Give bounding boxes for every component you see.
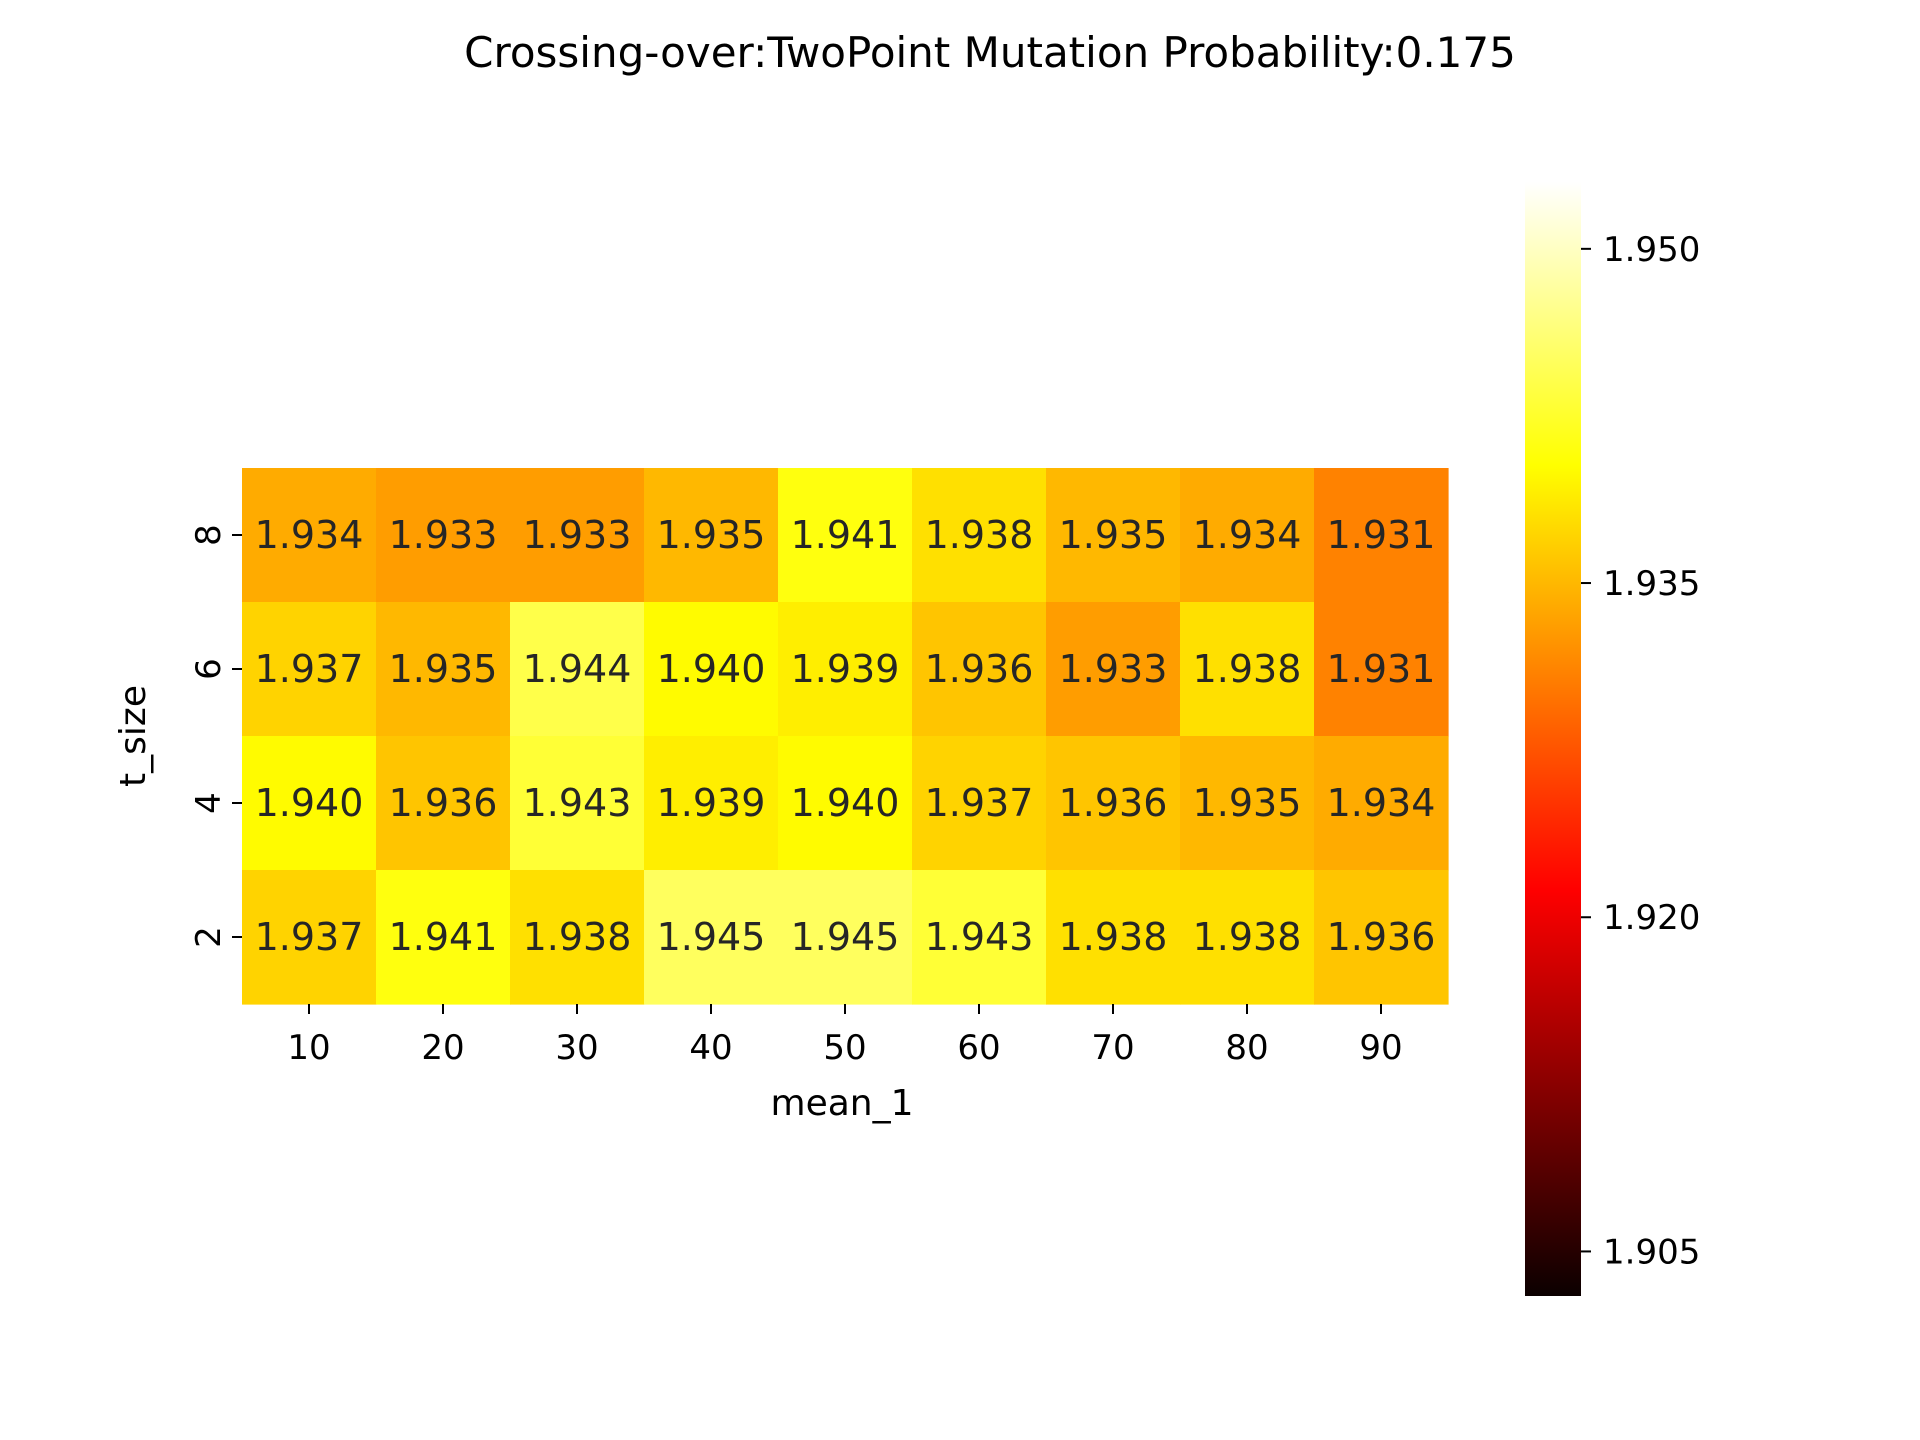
chart-title: Crossing-over:TwoPoint Mutation Probabil… bbox=[464, 28, 1516, 77]
y-tick-label: 8 bbox=[189, 524, 229, 546]
x-tick-label: 10 bbox=[287, 1028, 330, 1068]
cell-value-label: 1.935 bbox=[1193, 781, 1302, 825]
heatmap-cell bbox=[1046, 736, 1181, 871]
heatmap-cells bbox=[242, 468, 1449, 1005]
heatmap-cell bbox=[778, 468, 913, 603]
heatmap-cell bbox=[1314, 736, 1449, 871]
cell-value-label: 1.943 bbox=[925, 915, 1034, 959]
cell-value-label: 1.934 bbox=[1193, 513, 1302, 557]
cell-value-label: 1.944 bbox=[523, 647, 632, 691]
cell-value-label: 1.935 bbox=[389, 647, 498, 691]
x-tick-label: 90 bbox=[1359, 1028, 1402, 1068]
colorbar-ticks: 1.905 1.920 1.935 1.950 bbox=[1581, 230, 1700, 1272]
cell-value-label: 1.936 bbox=[389, 781, 498, 825]
heatmap-cell bbox=[912, 870, 1047, 1005]
cell-value-label: 1.940 bbox=[791, 781, 900, 825]
cell-value-label: 1.936 bbox=[1059, 781, 1168, 825]
colorbar-tick-label: 1.920 bbox=[1603, 898, 1700, 938]
colorbar bbox=[1525, 182, 1581, 1296]
colorbar-tick-label: 1.950 bbox=[1603, 230, 1700, 270]
cell-value-label: 1.936 bbox=[925, 647, 1034, 691]
cell-value-label: 1.938 bbox=[925, 513, 1034, 557]
heatmap-cell bbox=[510, 468, 645, 603]
heatmap-cell bbox=[644, 602, 779, 737]
heatmap-cell bbox=[510, 602, 645, 737]
cell-value-label: 1.935 bbox=[657, 513, 766, 557]
x-axis-ticks: 10 20 30 40 50 60 70 80 90 bbox=[287, 1004, 1403, 1068]
cell-value-label: 1.939 bbox=[791, 647, 900, 691]
heatmap-cell bbox=[1046, 602, 1181, 737]
cell-value-label: 1.938 bbox=[523, 915, 632, 959]
heatmap-cell bbox=[644, 870, 779, 1005]
cell-value-label: 1.933 bbox=[523, 513, 632, 557]
heatmap-cell bbox=[242, 870, 377, 1005]
cell-value-label: 1.945 bbox=[791, 915, 900, 959]
x-axis-label: mean_1 bbox=[771, 1083, 914, 1124]
x-tick-label: 80 bbox=[1225, 1028, 1268, 1068]
heatmap-cell bbox=[510, 736, 645, 871]
y-axis-label: t_size bbox=[113, 685, 154, 787]
cell-value-label: 1.934 bbox=[1327, 781, 1436, 825]
cell-value-label: 1.931 bbox=[1327, 647, 1436, 691]
cell-value-label: 1.935 bbox=[1059, 513, 1168, 557]
cell-value-label: 1.941 bbox=[791, 513, 900, 557]
y-tick-label: 2 bbox=[189, 926, 229, 948]
heatmap-cell bbox=[376, 736, 511, 871]
x-tick-label: 70 bbox=[1091, 1028, 1134, 1068]
cell-value-label: 1.945 bbox=[657, 915, 766, 959]
heatmap-cell bbox=[376, 870, 511, 1005]
heatmap-cell bbox=[912, 602, 1047, 737]
heatmap-cell bbox=[778, 736, 913, 871]
cell-value-label: 1.938 bbox=[1059, 915, 1168, 959]
heatmap-cell bbox=[1180, 870, 1315, 1005]
heatmap-cell bbox=[242, 468, 377, 603]
heatmap-cell bbox=[644, 736, 779, 871]
x-tick-label: 40 bbox=[689, 1028, 732, 1068]
cell-value-label: 1.937 bbox=[255, 915, 364, 959]
cell-value-label: 1.940 bbox=[657, 647, 766, 691]
cell-value-label: 1.943 bbox=[523, 781, 632, 825]
x-tick-label: 60 bbox=[957, 1028, 1000, 1068]
colorbar-tick-label: 1.905 bbox=[1603, 1232, 1700, 1272]
cell-value-label: 1.937 bbox=[255, 647, 364, 691]
heatmap-cell bbox=[912, 468, 1047, 603]
cell-value-label: 1.938 bbox=[1193, 647, 1302, 691]
heatmap-cell bbox=[242, 736, 377, 871]
heatmap-cell bbox=[1046, 870, 1181, 1005]
colorbar-tick-label: 1.935 bbox=[1603, 564, 1700, 604]
heatmap-cell bbox=[1314, 870, 1449, 1005]
heatmap-cell bbox=[1180, 468, 1315, 603]
y-axis-ticks: 8 6 4 2 bbox=[189, 524, 242, 948]
heatmap-cell bbox=[1180, 736, 1315, 871]
heatmap-cell bbox=[778, 870, 913, 1005]
heatmap-cell-labels: 1.934 1.933 1.933 1.935 1.941 1.938 1.935 1.934… bbox=[255, 513, 1436, 959]
x-tick-label: 30 bbox=[555, 1028, 598, 1068]
heatmap-cell bbox=[510, 870, 645, 1005]
cell-value-label: 1.941 bbox=[389, 915, 498, 959]
x-tick-label: 20 bbox=[421, 1028, 464, 1068]
heatmap-cell bbox=[1314, 602, 1449, 737]
cell-value-label: 1.934 bbox=[255, 513, 364, 557]
cell-value-label: 1.936 bbox=[1327, 915, 1436, 959]
heatmap-cell bbox=[376, 602, 511, 737]
heatmap-cell bbox=[778, 602, 913, 737]
heatmap-cell bbox=[242, 602, 377, 737]
y-tick-label: 4 bbox=[189, 792, 229, 814]
heatmap-cell bbox=[912, 736, 1047, 871]
heatmap-cell bbox=[1046, 468, 1181, 603]
cell-value-label: 1.931 bbox=[1327, 513, 1436, 557]
heatmap-cell bbox=[1180, 602, 1315, 737]
y-tick-label: 6 bbox=[189, 658, 229, 680]
cell-value-label: 1.937 bbox=[925, 781, 1034, 825]
x-tick-label: 50 bbox=[823, 1028, 866, 1068]
heatmap-cell bbox=[1314, 468, 1449, 603]
cell-value-label: 1.933 bbox=[1059, 647, 1168, 691]
cell-value-label: 1.938 bbox=[1193, 915, 1302, 959]
cell-value-label: 1.940 bbox=[255, 781, 364, 825]
cell-value-label: 1.933 bbox=[389, 513, 498, 557]
heatmap-cell bbox=[644, 468, 779, 603]
heatmap-cell bbox=[376, 468, 511, 603]
cell-value-label: 1.939 bbox=[657, 781, 766, 825]
